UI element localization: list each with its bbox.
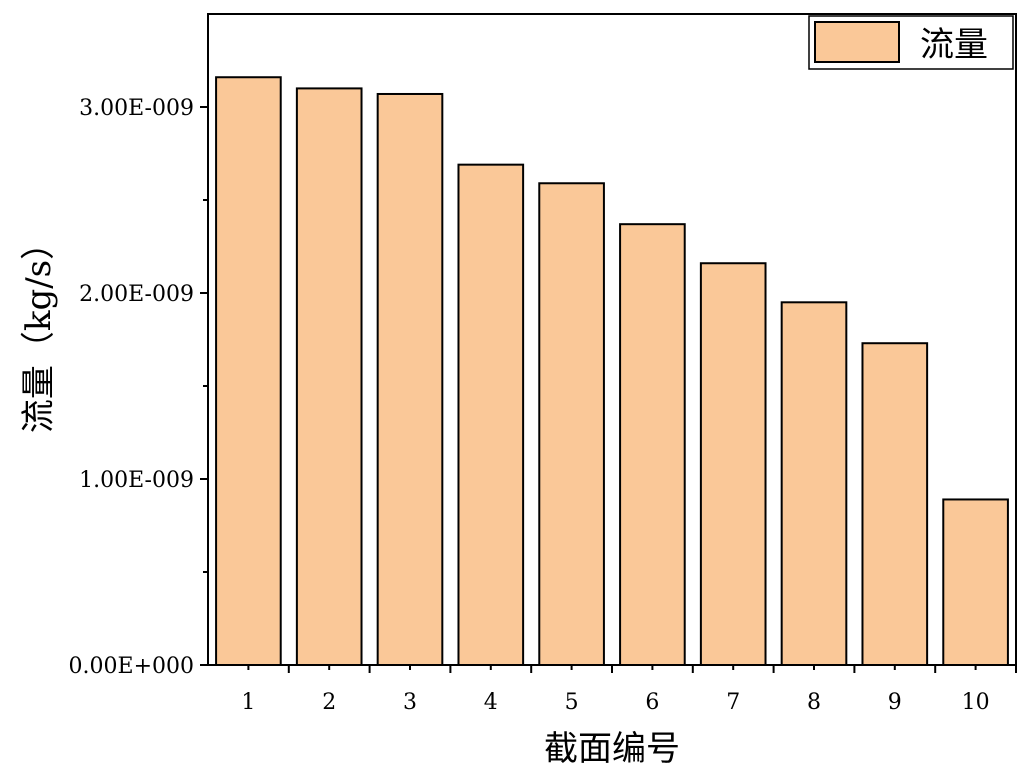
bar-4: [457, 163, 525, 666]
x-tick-label-8: 8: [807, 690, 821, 715]
bar-6: [619, 223, 686, 666]
x-tick-label-1: 1: [241, 690, 255, 715]
y-tick-label: 1.00E-009: [79, 468, 194, 493]
y-tick-label: 0.00E+000: [69, 654, 194, 679]
bar-3: [376, 92, 444, 667]
x-tick-label-9: 9: [888, 690, 902, 715]
y-axis: 0.00E+000 1.00E-009 2.00E-009 3.00E-009: [69, 96, 208, 679]
bar-5: [538, 182, 605, 666]
x-tick-label-10: 10: [962, 690, 990, 715]
x-tick-label-3: 3: [403, 690, 417, 715]
bar-10: [942, 498, 1009, 666]
x-tick-label-4: 4: [484, 690, 498, 715]
bar-7: [699, 262, 767, 666]
x-axis-title: 截面编号: [544, 729, 680, 766]
x-tick-label-2: 2: [322, 690, 336, 715]
bar-9: [861, 342, 929, 666]
x-tick-label-5: 5: [565, 690, 579, 715]
y-tick-label: 2.00E-009: [79, 282, 194, 307]
legend-swatch: [814, 21, 900, 63]
bar-8: [780, 301, 848, 666]
y-axis-title: 流量（kg/s）: [19, 226, 59, 433]
bar-1: [215, 76, 282, 667]
legend-label: 流量: [920, 25, 988, 65]
bars-group: [215, 76, 1009, 667]
legend: 流量: [808, 15, 1014, 70]
x-axis: 1 2 3 4 5 6 7 8 9 10: [241, 665, 1017, 715]
x-tick-label-6: 6: [645, 690, 659, 715]
bar-2: [295, 87, 363, 666]
x-tick-label-7: 7: [726, 690, 740, 715]
y-tick-label: 3.00E-009: [79, 96, 194, 121]
